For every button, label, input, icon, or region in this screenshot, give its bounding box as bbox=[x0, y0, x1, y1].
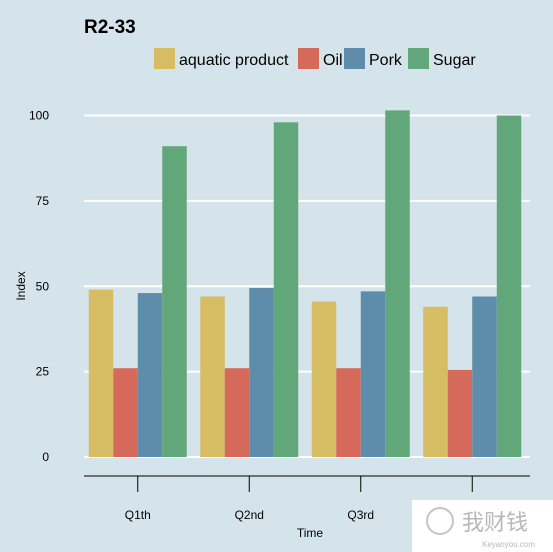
bar-sugar bbox=[385, 110, 410, 457]
legend: aquatic product Oil Pork Sugar bbox=[154, 48, 476, 69]
y-tick-label: 0 bbox=[42, 450, 49, 464]
bar-aquatic-product bbox=[423, 306, 448, 457]
bar-sugar bbox=[273, 122, 299, 457]
x-tick-label: Q3rd bbox=[347, 508, 374, 522]
y-tick-label: 75 bbox=[36, 194, 50, 208]
watermark-subtext: Keyanyou.com bbox=[482, 540, 535, 549]
bar-oil bbox=[447, 369, 473, 457]
watermark: 我财钱 Keyanyou.com bbox=[412, 500, 553, 552]
y-axis-title: Index bbox=[14, 271, 28, 300]
bar-sugar bbox=[162, 146, 187, 458]
legend-label: Oil bbox=[323, 52, 343, 69]
bar-aquatic-product bbox=[88, 289, 114, 457]
bar-pork bbox=[472, 296, 497, 457]
bar-oil bbox=[224, 368, 250, 457]
y-tick-label: 25 bbox=[36, 365, 50, 379]
x-tick-label: Q2nd bbox=[235, 508, 264, 522]
bar-pork bbox=[137, 293, 163, 457]
bar-sugar bbox=[496, 115, 522, 457]
bar-pork bbox=[249, 287, 274, 457]
bar-oil bbox=[113, 368, 138, 457]
chart-title: R2-33 bbox=[84, 17, 136, 38]
x-tick-label: Q1th bbox=[125, 508, 151, 522]
legend-swatch bbox=[408, 48, 429, 69]
legend-swatch bbox=[154, 48, 175, 69]
legend-swatch bbox=[344, 48, 365, 69]
bar-aquatic-product bbox=[200, 296, 225, 457]
legend-label: Sugar bbox=[433, 52, 476, 69]
watermark-logo-icon bbox=[426, 507, 454, 535]
watermark-text: 我财钱 bbox=[462, 510, 528, 535]
x-axis-title: Time bbox=[297, 526, 324, 540]
bar-oil bbox=[336, 368, 361, 457]
legend-label: aquatic product bbox=[179, 52, 289, 69]
legend-swatch bbox=[298, 48, 319, 69]
bar-aquatic-product bbox=[311, 301, 337, 457]
bar-pork bbox=[360, 291, 386, 457]
y-axis-ticks: 0 25 50 75 100 bbox=[29, 109, 49, 465]
legend-label: Pork bbox=[369, 52, 403, 69]
y-tick-label: 50 bbox=[36, 279, 50, 293]
bars bbox=[88, 110, 522, 458]
y-tick-label: 100 bbox=[29, 109, 49, 123]
